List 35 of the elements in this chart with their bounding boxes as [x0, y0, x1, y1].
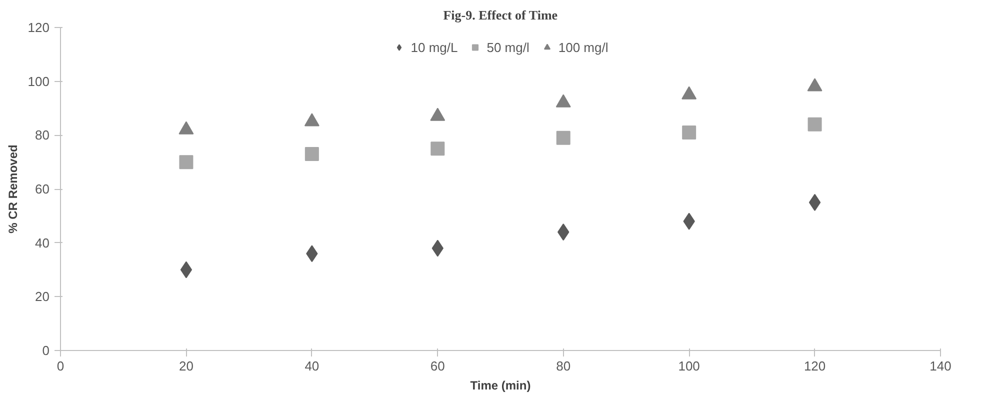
legend-label: 100 mg/l — [558, 40, 608, 54]
point — [556, 130, 570, 145]
point — [807, 78, 822, 92]
point — [556, 94, 571, 108]
y-tick-label: 100 — [28, 74, 50, 89]
point — [682, 125, 696, 140]
y-tick-label: 20 — [35, 289, 50, 304]
x-tick-label: 100 — [678, 358, 700, 374]
y-tick-label: 60 — [35, 182, 50, 196]
x-tick-label: 80 — [556, 358, 571, 374]
x-tick-label: 0 — [56, 358, 64, 374]
point — [180, 261, 192, 278]
x-axis-title: Time (min) — [470, 378, 531, 392]
x-tick-label: 60 — [430, 358, 445, 374]
point — [179, 155, 194, 170]
x-tick-label: 20 — [178, 358, 194, 374]
x-tick-label: 120 — [804, 358, 826, 374]
point — [304, 113, 320, 126]
y-tick-label: 40 — [35, 235, 50, 250]
y-tick-label: 80 — [35, 128, 50, 143]
y-axis-title: % CR Removed — [6, 144, 20, 234]
legend-label: 50 mg/l — [486, 40, 530, 54]
y-tick-label: 120 — [28, 20, 50, 35]
x-tick-label: 140 — [930, 358, 952, 374]
point — [808, 194, 821, 211]
chart-title: Fig-9. Effect of Time — [443, 8, 558, 22]
x-tick-label: 40 — [304, 358, 320, 374]
point — [430, 142, 445, 156]
legend-label: 10 mg/L — [410, 40, 458, 54]
y-tick-label: 0 — [42, 343, 50, 358]
point — [178, 121, 194, 134]
point — [304, 147, 319, 162]
point — [808, 117, 822, 132]
point — [682, 86, 697, 100]
point — [430, 108, 446, 121]
